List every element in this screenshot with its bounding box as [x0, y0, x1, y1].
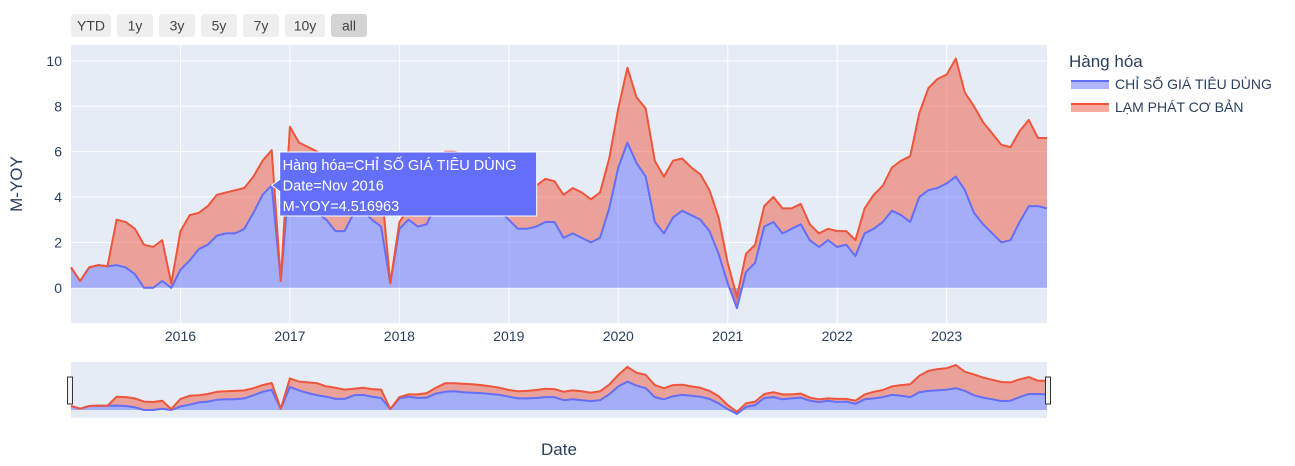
legend-item-cpi[interactable]: CHỈ SỐ GIÁ TIÊU DÙNG	[1071, 75, 1272, 92]
x-tick-label: 2019	[493, 328, 524, 344]
tooltip-box	[270, 151, 538, 217]
range-button-all[interactable]: all	[331, 14, 367, 37]
line-cpi	[70, 141, 1048, 310]
range-slider-handle-right[interactable]	[1045, 376, 1051, 405]
line-core-inflation	[70, 364, 1047, 413]
main-plot[interactable]	[70, 57, 1048, 310]
x-tick-label: 2016	[165, 328, 196, 344]
tooltip-line: M-YOY=4.516963	[283, 199, 399, 215]
x-axis: 2016 2017 2018 2019 2020 2021 2022 2023	[165, 328, 963, 344]
range-slider[interactable]	[70, 364, 1048, 415]
x-axis-title: Date	[541, 440, 577, 459]
y-tick-label: 2	[54, 234, 62, 250]
y-tick-label: 6	[54, 144, 62, 160]
line-core-inflation	[70, 57, 1047, 298]
range-button-7y[interactable]: 7y	[243, 14, 279, 37]
range-button-5y[interactable]: 5y	[201, 14, 237, 37]
legend-title: Hàng hóa	[1069, 52, 1143, 71]
tooltip-line: Date=Nov 2016	[283, 179, 384, 195]
range-button-label: 1y	[128, 18, 143, 34]
x-tick-label: 2023	[931, 328, 962, 344]
y-tick-label: 4	[54, 189, 62, 205]
area-core-inflation	[71, 58, 1047, 309]
hover-tooltip: Hàng hóa=CHỈ SỐ GIÁ TIÊU DÙNG Date=Nov 20…	[270, 151, 538, 217]
range-button-ytd[interactable]: YTD	[71, 14, 111, 37]
area-cpi	[71, 381, 1047, 414]
range-button-label: 3y	[170, 18, 185, 34]
range-button-10y[interactable]: 10y	[285, 14, 325, 37]
y-tick-label: 8	[54, 98, 62, 114]
x-tick-label: 2018	[384, 328, 415, 344]
legend-label: LẠM PHÁT CƠ BẢN	[1115, 99, 1243, 115]
y-axis-title: M-YOY	[7, 156, 26, 212]
tooltip-line: Hàng hóa=CHỈ SỐ GIÁ TIÊU DÙNG	[283, 156, 517, 174]
legend-label: CHỈ SỐ GIÁ TIÊU DÙNG	[1115, 75, 1272, 92]
range-button-label: 5y	[212, 18, 227, 34]
range-button-1y[interactable]: 1y	[117, 14, 153, 37]
legend-item-core-inflation[interactable]: LẠM PHÁT CƠ BẢN	[1071, 99, 1243, 115]
range-button-3y[interactable]: 3y	[159, 14, 195, 37]
y-tick-label: 0	[54, 280, 62, 296]
x-tick-label: 2021	[712, 328, 743, 344]
range-button-label: 10y	[294, 18, 317, 34]
y-tick-label: 10	[46, 53, 62, 69]
line-cpi	[70, 380, 1048, 415]
range-selector: YTD 1y 3y 5y 7y 10y all	[71, 14, 367, 37]
legend: CHỈ SỐ GIÁ TIÊU DÙNG LẠM PHÁT CƠ BẢN	[1071, 75, 1272, 115]
range-button-label: YTD	[77, 18, 105, 34]
range-button-label: all	[342, 18, 356, 34]
x-tick-label: 2020	[603, 328, 634, 344]
x-tick-label: 2022	[822, 328, 853, 344]
y-axis: 0 2 4 6 8 10	[46, 53, 62, 296]
x-tick-label: 2017	[274, 328, 305, 344]
range-button-label: 7y	[254, 18, 269, 34]
range-slider-handle-left[interactable]	[67, 376, 73, 405]
area-cpi	[71, 142, 1047, 309]
